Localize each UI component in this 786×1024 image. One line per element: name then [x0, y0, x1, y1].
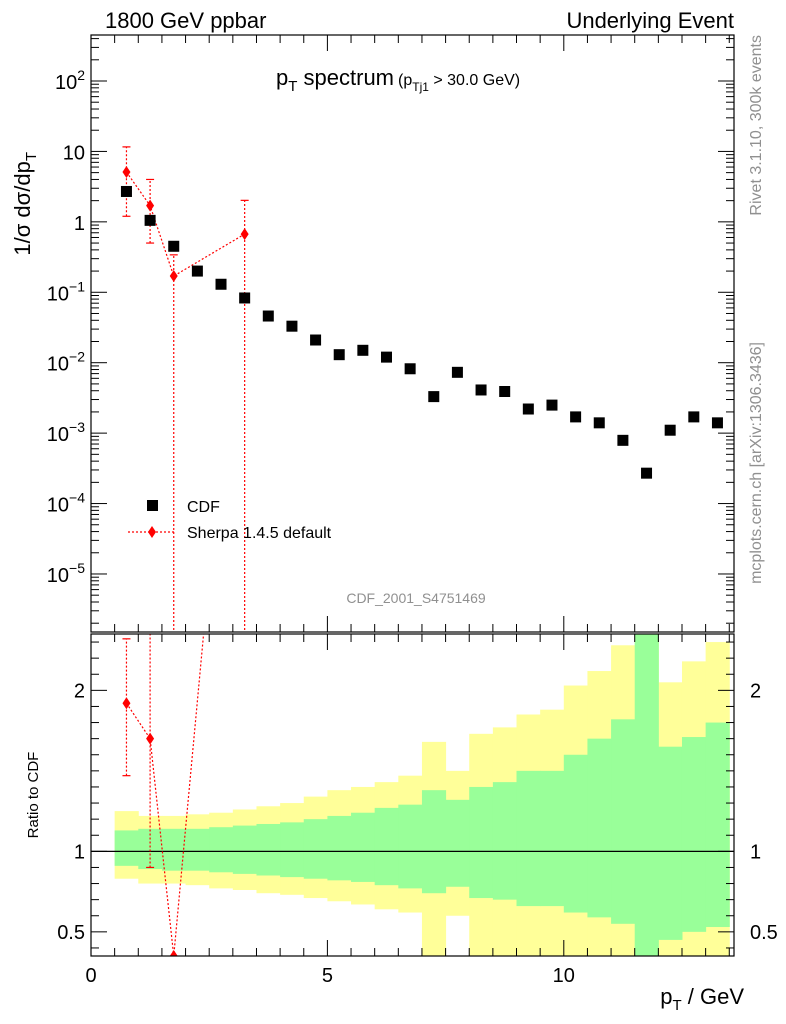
y-tick-label: 1 [74, 213, 85, 235]
legend-label-sherpa: Sherpa 1.4.5 default [187, 525, 332, 542]
sherpa-line [125, 171, 245, 277]
legend-marker-sherpa [148, 526, 156, 538]
inner-band-bin [351, 812, 376, 882]
cdf-point [168, 240, 180, 252]
main-y-label: 1/σ dσ/dpT [10, 152, 40, 256]
legend-marker-cdf [147, 500, 158, 511]
cdf-point [688, 411, 700, 423]
inner-band-bin [516, 770, 541, 907]
x-tick-label: 10 [553, 965, 575, 987]
x-tick-label: 5 [322, 965, 333, 987]
inner-band-bin [540, 770, 565, 907]
inner-band-bin [303, 819, 328, 879]
inner-band-bin [398, 804, 423, 889]
legend-label-cdf: CDF [187, 499, 220, 516]
inner-band-bin [421, 790, 447, 894]
cdf-point [333, 349, 345, 361]
inner-band-bin [256, 823, 281, 876]
side-label-mcplots: mcplots.cern.ch [arXiv:1306.3436] [748, 342, 765, 584]
y-tick-label: 10 [63, 142, 85, 164]
inner-band-bin [232, 825, 257, 874]
inner-band-bin [611, 719, 636, 924]
cdf-point [546, 399, 558, 411]
analysis-watermark: CDF_2001_S4751469 [346, 590, 486, 606]
ratio-axes: 0 5 10 0.5 0.5 1 1 2 2 [57, 634, 778, 987]
y-tick-label: 10−3 [47, 419, 85, 446]
ratio-y-tick-label-right: 2 [750, 680, 761, 702]
cdf-point [144, 214, 156, 226]
inner-band-bin [280, 822, 305, 878]
cdf-point [120, 185, 132, 197]
header-right: Underlying Event [566, 8, 734, 33]
ratio-plot-area [91, 634, 734, 956]
x-axis-label: pT / GeV [660, 984, 744, 1014]
sherpa-ratio-point [146, 732, 155, 745]
cdf-point [380, 351, 392, 363]
cdf-point [711, 417, 723, 429]
y-tick-label: 10−1 [47, 278, 85, 305]
inner-band-bin [492, 782, 518, 900]
inner-band-bin [209, 827, 234, 873]
cdf-point [617, 434, 629, 446]
side-label-rivet: Rivet 3.1.10, 300k events [748, 35, 765, 216]
inner-band-bin [327, 815, 352, 881]
sherpa-point [146, 199, 155, 212]
cdf-point [664, 424, 676, 436]
ratio-panel: 0 5 10 0.5 0.5 1 1 2 2 [57, 633, 778, 987]
cdf-point [475, 384, 487, 396]
cdf-point [191, 265, 203, 277]
cdf-point [286, 320, 298, 332]
main-plot-area [120, 146, 723, 632]
y-tick-label: 10−2 [47, 349, 85, 376]
ratio-y-tick-label: 2 [74, 680, 85, 702]
ratio-y-tick-label: 0.5 [57, 922, 85, 944]
y-tick-label: 102 [55, 67, 85, 94]
sherpa-ratio-point [169, 950, 178, 956]
ratio-y-tick-label-right: 0.5 [750, 922, 778, 944]
header-left: 1800 GeV ppbar [105, 8, 266, 33]
cdf-point [593, 417, 605, 429]
sherpa-ratio-line [125, 634, 205, 956]
inner-band-bin [374, 807, 399, 886]
inner-band-bin [658, 746, 683, 940]
sherpa-point [122, 166, 131, 179]
cdf-point [641, 467, 653, 479]
cdf-point [499, 386, 511, 398]
inner-band-bin [705, 722, 730, 928]
cdf-point [262, 310, 274, 322]
legend: CDF Sherpa 1.4.5 default [128, 499, 332, 542]
x-tick-label: 0 [85, 965, 96, 987]
ratio-y-tick-label: 1 [74, 841, 85, 863]
y-tick-label: 10−4 [47, 490, 85, 517]
cdf-point [522, 403, 534, 415]
cdf-point [310, 334, 322, 346]
cdf-point [404, 363, 416, 375]
inner-band-bin [563, 754, 588, 913]
ratio-frame [90, 633, 735, 957]
inner-band-bin [587, 738, 612, 918]
plot-title: pT spectrum (pTj1 > 30.0 GeV) [276, 65, 520, 95]
ratio-y-tick-label-right: 1 [750, 841, 761, 863]
cdf-point [357, 344, 369, 356]
sherpa-point [240, 228, 249, 241]
inner-band-bin [681, 737, 707, 932]
y-tick-label: 10−5 [47, 560, 85, 587]
cdf-point [570, 411, 582, 423]
cdf-point [428, 391, 440, 403]
sherpa-point [169, 270, 178, 283]
inner-band-bin [469, 786, 494, 899]
inner-band-bin [634, 634, 659, 956]
cdf-point [239, 292, 251, 304]
inner-band-bin [445, 799, 470, 887]
ratio-y-label: Ratio to CDF [25, 752, 42, 839]
cdf-point [215, 278, 227, 290]
sherpa-ratio-point [122, 697, 131, 710]
inner-band-bin [114, 830, 139, 866]
main-axes: 102 10 1 10−1 10−2 10−3 10−4 10−5 [47, 35, 734, 632]
main-panel: CDF_2001_S4751469 102 10 1 10−1 10−2 10−3 10−4… [47, 34, 735, 633]
main-frame [90, 34, 735, 633]
inner-band-bin [185, 828, 210, 871]
cdf-point [451, 366, 463, 378]
